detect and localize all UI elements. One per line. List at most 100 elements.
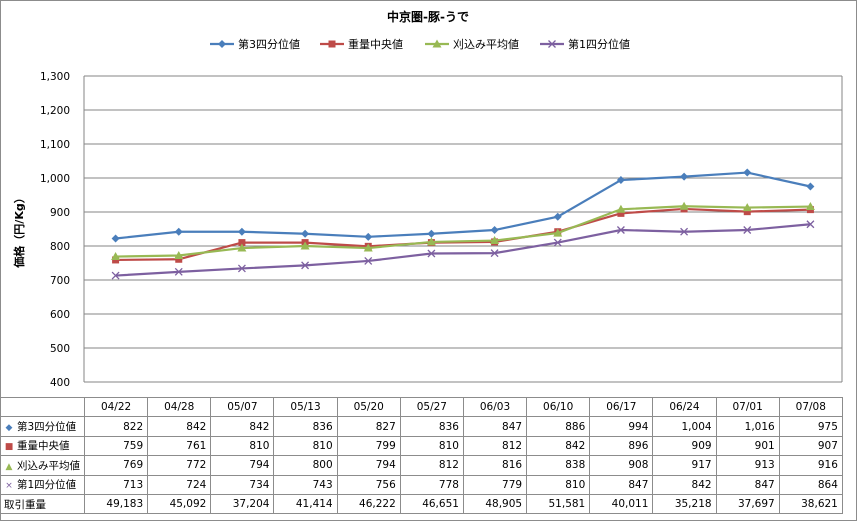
table-cell: 45,092	[147, 493, 212, 515]
point-marker	[743, 208, 751, 216]
table-cell: ■ 重量中央値	[0, 435, 85, 457]
table-cell: 896	[589, 435, 654, 457]
point-marker	[743, 168, 752, 177]
table-header-row: 04/22 04/28 05/07 05/13 05/20 05/27 06/03 06/10…	[0, 396, 843, 418]
table-cell: 810	[399, 435, 464, 457]
x-marker-icon: ×	[5, 481, 13, 492]
table-cell: 816	[462, 455, 528, 476]
line-chart: 中京圏-豚-うで 第3四分位値 重量中央値 刈込み平均値 第1四分位値 400 500 6…	[12, 9, 843, 389]
row-label: 第3四分位値	[17, 421, 77, 434]
table-cell: 724	[147, 474, 212, 495]
point-marker	[174, 227, 183, 236]
point-marker	[301, 229, 310, 238]
table-row: × 第1四分位値 713 724 734 743 756 778 779 810 847 842 847…	[0, 474, 843, 495]
point-marker	[237, 227, 246, 236]
table-cell: 04/28	[147, 396, 212, 418]
table-cell: 761	[147, 435, 212, 457]
table-cell: 810	[273, 435, 338, 457]
point-marker	[742, 203, 752, 212]
series-line	[115, 205, 811, 258]
table-row: ▲ 刈込み平均値 769 772 794 800 794 812 816 838 908 917 913…	[0, 455, 843, 476]
series-1	[111, 168, 815, 243]
point-marker	[805, 202, 815, 211]
y-tick-label: 500	[50, 343, 70, 355]
point-marker	[426, 237, 436, 246]
point-marker	[490, 236, 500, 245]
table-cell: 886	[526, 416, 591, 437]
point-marker	[616, 226, 625, 234]
legend: 第3四分位値 重量中央値 刈込み平均値 第1四分位値	[210, 37, 630, 51]
table-cell: 1,004	[652, 416, 717, 437]
table-cell: 06/10	[526, 396, 591, 418]
point-marker	[175, 255, 183, 263]
table-cell: 07/08	[778, 396, 843, 418]
table-cell: 842	[210, 416, 275, 437]
series-3	[111, 201, 815, 261]
y-tick-label: 600	[50, 309, 70, 321]
point-marker	[111, 234, 120, 243]
table-cell: 994	[589, 416, 654, 437]
table-cell	[0, 396, 85, 418]
table-cell: 06/03	[462, 396, 528, 418]
table-cell: 779	[462, 474, 528, 495]
table-cell: 37,204	[210, 493, 275, 515]
point-marker	[806, 220, 815, 229]
table-cell: 909	[652, 435, 717, 457]
table-cell: 40,011	[589, 493, 654, 515]
gridlines	[83, 75, 843, 383]
point-marker	[111, 271, 120, 280]
table-cell: 916	[778, 455, 843, 476]
table-cell: 812	[462, 435, 528, 457]
table-cell: 847	[589, 474, 654, 495]
table-row: 取引重量 49,183 45,092 37,204 41,414 46,222 46,651…	[0, 493, 843, 515]
y-tick-label: 900	[50, 207, 70, 219]
table-cell: 812	[399, 455, 464, 476]
table-cell: 794	[210, 455, 275, 476]
series-4	[111, 220, 815, 280]
table-cell: 800	[273, 455, 338, 476]
table-cell: 05/20	[336, 396, 401, 418]
table-cell: 913	[715, 455, 780, 476]
legend-entry: 刈込み平均値	[425, 38, 519, 51]
legend-label: 刈込み平均値	[453, 38, 519, 51]
table-cell: 836	[273, 416, 338, 437]
table-cell: ◆ 第3四分位値	[0, 416, 85, 437]
table-cell: 756	[336, 474, 401, 495]
table-cell: 48,905	[462, 493, 528, 515]
table-cell: 41,414	[273, 493, 338, 515]
table-cell: 778	[399, 474, 464, 495]
table-cell: 908	[589, 455, 654, 476]
table-row: ■ 重量中央値 759 761 810 810 799 810 812 842 896 909 901 9…	[0, 435, 843, 457]
point-marker	[553, 238, 562, 247]
table-cell: 35,218	[652, 493, 717, 515]
series-line	[115, 223, 811, 277]
table-cell: × 第1四分位値	[0, 474, 85, 495]
point-marker	[548, 40, 556, 48]
triangle-marker-icon: ▲	[5, 461, 13, 472]
point-marker	[490, 249, 499, 258]
point-marker	[743, 226, 752, 234]
table-cell: 901	[715, 435, 780, 457]
table-cell: 07/01	[715, 396, 780, 418]
chart-title: 中京圏-豚-うで	[387, 9, 469, 24]
row-label: 重量中央値	[17, 440, 70, 453]
row-label: 第1四分位値	[17, 479, 77, 492]
table-cell: 794	[336, 455, 401, 476]
point-marker	[328, 40, 336, 48]
table-cell: 772	[147, 455, 212, 476]
table-cell: 847	[462, 416, 528, 437]
point-marker	[553, 228, 563, 237]
table-cell: 46,222	[336, 493, 401, 515]
table-cell: 838	[526, 455, 591, 476]
table-cell: 46,651	[399, 493, 464, 515]
point-marker	[238, 239, 246, 247]
table-cell: 06/24	[652, 396, 717, 418]
table-cell: 759	[83, 435, 149, 457]
point-marker	[432, 39, 442, 48]
point-marker	[300, 241, 310, 250]
table-row: ◆ 第3四分位値 822 842 842 836 827 836 847 886 994 1,004 1…	[0, 416, 843, 437]
legend-entry: 第1四分位値	[540, 37, 630, 51]
point-marker	[427, 229, 436, 238]
table-cell: 842	[147, 416, 212, 437]
table-cell: 1,016	[715, 416, 780, 437]
